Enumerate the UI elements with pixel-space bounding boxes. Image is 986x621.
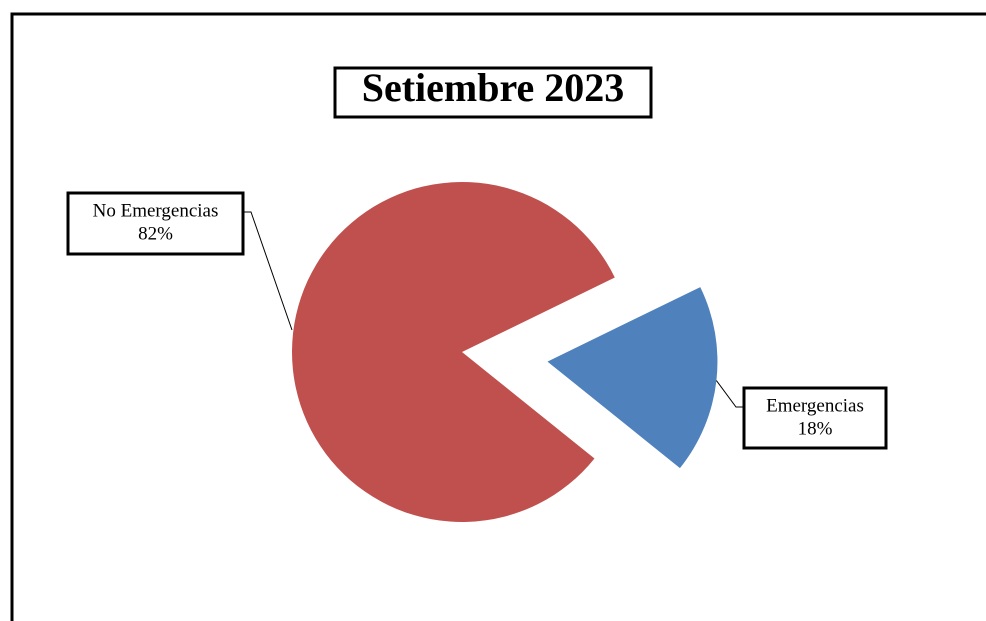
pie-slice [292, 181, 615, 522]
chart-title: Setiembre 2023 [362, 65, 625, 110]
leader-line [716, 380, 744, 408]
title-box [333, 66, 653, 119]
label-category: Emergencias [766, 395, 864, 416]
leader-line [243, 211, 293, 331]
pie-slice [547, 287, 718, 469]
label-value: 18% [798, 418, 833, 439]
label-box [66, 191, 245, 256]
label-value: 82% [138, 223, 173, 244]
label-box [742, 386, 888, 450]
label-category: No Emergencias [93, 200, 219, 221]
